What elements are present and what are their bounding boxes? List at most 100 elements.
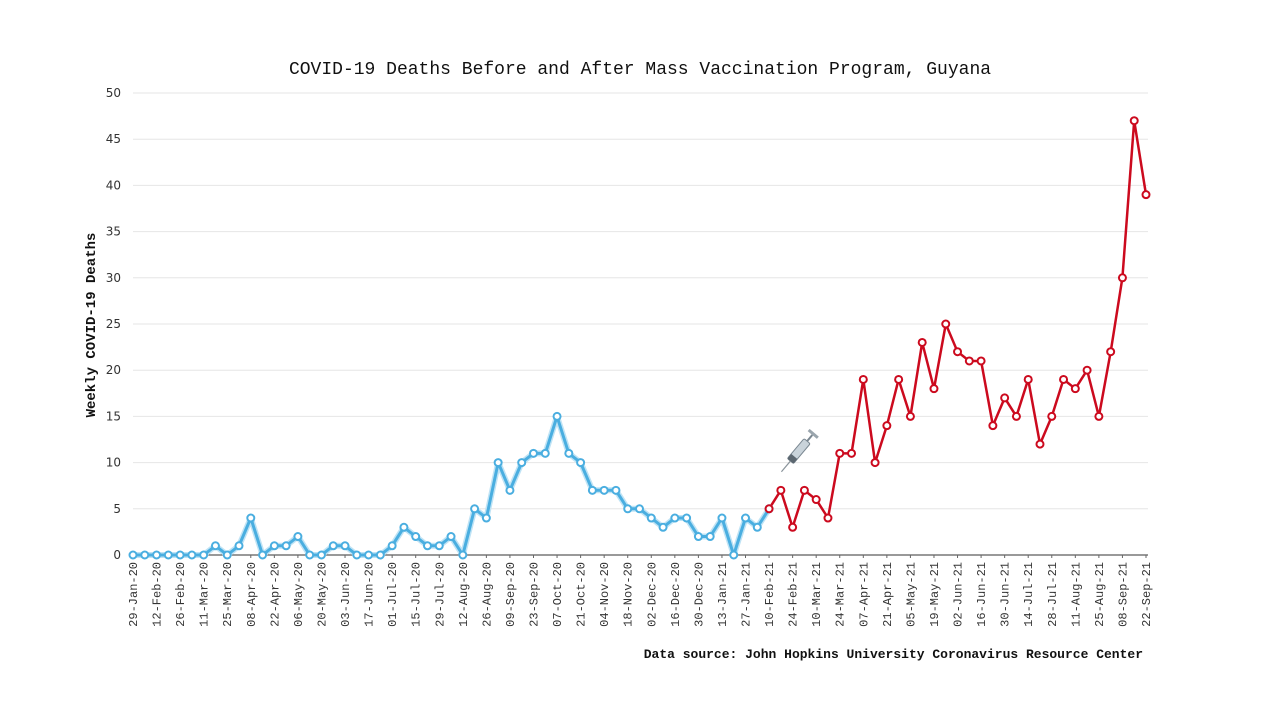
x-tick-label: 23-Sep-20: [527, 562, 541, 627]
data-point: [941, 319, 951, 329]
x-tick-label: 21-Apr-21: [881, 562, 895, 627]
data-point: [611, 485, 621, 495]
data-point: [658, 522, 668, 532]
x-tick-label: 30-Jun-21: [999, 562, 1013, 627]
data-point: [823, 513, 833, 523]
data-point: [623, 504, 633, 514]
y-tick-label: 25: [106, 317, 121, 331]
data-point: [870, 458, 880, 468]
data-point: [199, 550, 209, 560]
data-source: Data source: John Hopkins University Cor…: [644, 647, 1143, 662]
data-point: [387, 541, 397, 551]
x-tick-label: 22-Apr-20: [268, 562, 282, 627]
data-point: [434, 541, 444, 551]
x-tick-label: 08-Apr-20: [245, 562, 259, 627]
x-tick-label: 09-Sep-20: [504, 562, 518, 627]
x-tick-label: 16-Dec-20: [669, 562, 683, 627]
x-tick-label: 19-May-21: [928, 562, 942, 627]
chart-title: COVID-19 Deaths Before and After Mass Va…: [289, 60, 991, 80]
data-point: [1117, 273, 1127, 283]
data-point: [646, 513, 656, 523]
x-tick-label: 15-Jul-20: [410, 562, 424, 627]
data-point: [352, 550, 362, 560]
x-tick-label: 10-Feb-21: [763, 562, 777, 627]
syringe-glyph: [780, 428, 819, 473]
y-tick-label: 45: [106, 132, 121, 146]
data-point: [1141, 190, 1151, 200]
data-point: [269, 541, 279, 551]
x-tick-label: 30-Dec-20: [692, 562, 706, 627]
data-point: [729, 550, 739, 560]
x-tick-label: 06-May-20: [292, 562, 306, 627]
data-point: [481, 513, 491, 523]
data-point: [976, 356, 986, 366]
y-tick-label: 15: [106, 409, 121, 423]
data-point: [1011, 411, 1021, 421]
data-point: [1094, 411, 1104, 421]
data-point: [140, 550, 150, 560]
y-tick-label: 0: [113, 548, 121, 562]
data-point: [422, 541, 432, 551]
data-point: [988, 421, 998, 431]
x-tick-label: 21-Oct-20: [575, 562, 589, 627]
data-point: [175, 550, 185, 560]
data-point: [528, 448, 538, 458]
data-point: [163, 550, 173, 560]
data-point: [293, 532, 303, 542]
x-tick-label: 01-Jul-20: [386, 562, 400, 627]
gridlines: [133, 92, 1148, 510]
data-point: [693, 532, 703, 542]
data-point: [905, 411, 915, 421]
data-point: [788, 522, 798, 532]
x-tick-label: 11-Aug-21: [1069, 562, 1083, 627]
x-tick-label: 24-Mar-21: [834, 562, 848, 627]
data-point: [670, 513, 680, 523]
data-point: [847, 448, 857, 458]
x-tick-label: 20-May-20: [315, 562, 329, 627]
x-tick-label: 02-Dec-20: [645, 562, 659, 627]
data-point: [717, 513, 727, 523]
data-point: [246, 513, 256, 523]
x-tick-label: 26-Aug-20: [480, 562, 494, 627]
data-point: [882, 421, 892, 431]
data-point: [187, 550, 197, 560]
y-tick-label: 5: [113, 502, 121, 516]
y-tick-label: 40: [106, 178, 121, 192]
data-point: [340, 541, 350, 551]
data-point: [894, 374, 904, 384]
data-point: [799, 485, 809, 495]
data-point: [375, 550, 385, 560]
data-point: [682, 513, 692, 523]
y-tick-label: 50: [106, 86, 121, 100]
data-point: [1070, 384, 1080, 394]
data-point: [540, 448, 550, 458]
data-point: [281, 541, 291, 551]
data-point: [328, 541, 338, 551]
x-tick-label: 25-Aug-21: [1093, 562, 1107, 627]
data-point: [128, 550, 138, 560]
x-tick-label: 08-Sep-21: [1116, 562, 1130, 627]
x-tick-label: 13-Jan-21: [716, 562, 730, 627]
data-point: [953, 347, 963, 357]
data-point: [964, 356, 974, 366]
x-tick-label: 10-Mar-21: [810, 562, 824, 627]
x-tick-label: 07-Apr-21: [857, 562, 871, 627]
y-tick-label: 30: [106, 271, 121, 285]
data-point: [929, 384, 939, 394]
x-tick-label: 14-Jul-21: [1022, 562, 1036, 627]
x-tick-label: 03-Jun-20: [339, 562, 353, 627]
data-point: [446, 532, 456, 542]
y-tick-label: 10: [106, 456, 121, 470]
data-point: [1106, 347, 1116, 357]
x-tick-label: 27-Jan-21: [740, 562, 754, 627]
series-points: [128, 116, 1151, 560]
data-point: [399, 522, 409, 532]
x-tick-label: 24-Feb-21: [787, 562, 801, 627]
data-point: [576, 458, 586, 468]
data-point: [222, 550, 232, 560]
data-point: [917, 337, 927, 347]
data-point: [411, 532, 421, 542]
x-tick-label: 25-Mar-20: [221, 562, 235, 627]
x-tick-label: 18-Nov-20: [622, 562, 636, 627]
